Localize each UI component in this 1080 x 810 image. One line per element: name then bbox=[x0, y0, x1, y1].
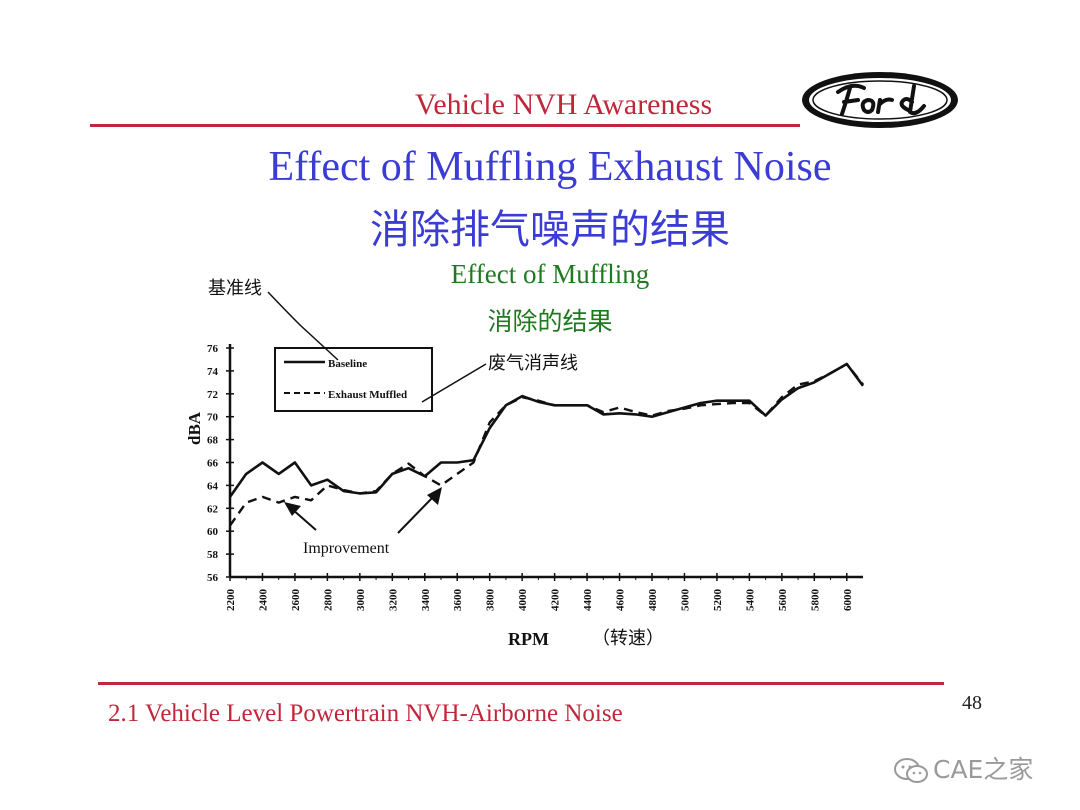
x-tick-label: 2600 bbox=[290, 589, 302, 612]
x-tick-label: 2800 bbox=[322, 589, 334, 612]
x-tick-label: 4800 bbox=[647, 589, 659, 612]
y-tick-label: 66 bbox=[207, 458, 219, 470]
improvement-arrow-right bbox=[397, 487, 442, 534]
wechat-icon bbox=[894, 758, 928, 783]
header-rule bbox=[90, 124, 800, 127]
annotation-muffled-leader bbox=[421, 363, 487, 403]
series-line-exhaust-muffled bbox=[229, 362, 864, 527]
x-axis-label-cn: （转速） bbox=[592, 628, 664, 648]
x-tick-label: 5800 bbox=[809, 589, 821, 612]
annotation-baseline-leader bbox=[267, 291, 339, 361]
annotation-improvement: Improvement bbox=[303, 540, 390, 557]
chart-series bbox=[228, 362, 865, 527]
x-tick-label: 4400 bbox=[582, 589, 594, 612]
legend-label-baseline: Baseline bbox=[328, 358, 367, 370]
x-tick-label: 4600 bbox=[615, 589, 627, 612]
y-tick-label: 56 bbox=[207, 572, 219, 584]
x-tick-label: 5200 bbox=[712, 589, 724, 612]
x-tick-label: 2200 bbox=[225, 589, 237, 612]
x-tick-label: 5600 bbox=[777, 589, 789, 612]
slide-title-cn: 消除排气噪声的结果 bbox=[370, 207, 730, 253]
x-tick-label: 3000 bbox=[355, 589, 367, 612]
watermark: CAE之家 bbox=[893, 750, 1033, 786]
x-tick-label: 4200 bbox=[550, 589, 562, 612]
y-tick-label: 60 bbox=[207, 526, 219, 538]
x-tick-label: 4000 bbox=[517, 589, 529, 612]
chart-title: Effect of Muffling bbox=[450, 259, 650, 289]
annotation-muffled: 废气消声线 bbox=[488, 353, 578, 373]
ford-logo bbox=[802, 72, 958, 128]
annotation-baseline: 基准线 bbox=[208, 278, 262, 298]
x-tick-label: 6000 bbox=[842, 589, 854, 612]
slide-title: Effect of Muffling Exhaust Noise bbox=[268, 144, 832, 190]
x-tick-label: 2400 bbox=[257, 589, 269, 612]
footer-rule bbox=[98, 682, 944, 685]
y-axis-label: dBA bbox=[185, 411, 204, 445]
y-tick-label: 76 bbox=[207, 343, 219, 355]
header-title: Vehicle NVH Awareness bbox=[415, 88, 713, 121]
x-axis-label: RPM bbox=[508, 629, 549, 649]
x-tick-label: 5000 bbox=[679, 589, 691, 612]
page-number: 48 bbox=[962, 692, 982, 714]
y-tick-label: 62 bbox=[207, 503, 219, 515]
x-tick-label: 3800 bbox=[485, 589, 497, 612]
y-tick-label: 58 bbox=[207, 549, 219, 561]
y-tick-label: 68 bbox=[207, 435, 219, 447]
y-tick-label: 72 bbox=[207, 389, 219, 401]
x-tick-label: 3600 bbox=[452, 589, 464, 612]
legend-label-muffled: Exhaust Muffled bbox=[328, 389, 407, 401]
y-tick-label: 70 bbox=[207, 412, 219, 424]
y-tick-label: 64 bbox=[207, 480, 219, 492]
chart-legend: Baseline Exhaust Muffled bbox=[274, 347, 433, 412]
chart-subtitle: 消除的结果 bbox=[487, 307, 613, 336]
chart-axes: 56 58 60 62 64 66 68 70 72 74 76 2200 2400 2600 2800 30… bbox=[207, 343, 863, 611]
x-tick-label: 3200 bbox=[387, 589, 399, 612]
watermark-text: CAE之家 bbox=[933, 755, 1034, 784]
improvement-arrow-left bbox=[284, 502, 317, 531]
footer-text: 2.1 Vehicle Level Powertrain NVH-Airborn… bbox=[108, 700, 623, 727]
y-tick-label: 74 bbox=[207, 366, 219, 378]
x-tick-label: 5400 bbox=[744, 589, 756, 612]
x-tick-label: 3400 bbox=[420, 589, 432, 612]
